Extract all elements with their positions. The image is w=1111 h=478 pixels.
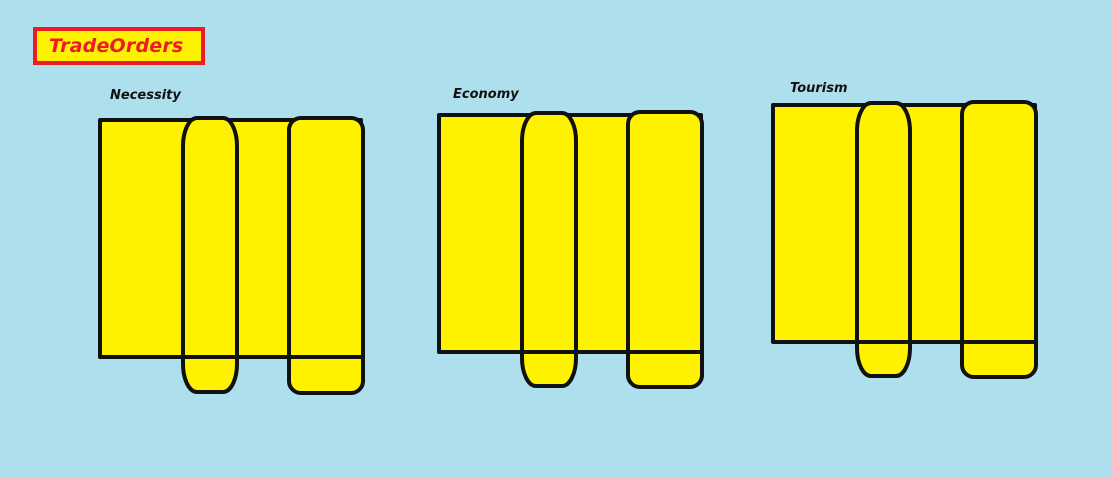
pill-tourism-2[interactable] <box>960 100 1038 379</box>
pill-necessity-1[interactable] <box>181 116 239 394</box>
group-label-economy: Economy <box>453 87 519 102</box>
app-title: TradeOrders <box>49 35 184 57</box>
pill-economy-1[interactable] <box>520 111 578 388</box>
panel-group-economy <box>437 110 704 389</box>
pill-necessity-2[interactable] <box>287 116 365 395</box>
pill-tourism-1[interactable] <box>855 101 912 378</box>
group-label-tourism: Tourism <box>790 81 848 96</box>
group-label-necessity: Necessity <box>110 88 181 103</box>
panel-group-necessity <box>98 116 365 395</box>
pill-economy-2[interactable] <box>626 110 704 389</box>
panel-group-tourism <box>771 100 1038 379</box>
title-badge: TradeOrders <box>33 27 205 65</box>
